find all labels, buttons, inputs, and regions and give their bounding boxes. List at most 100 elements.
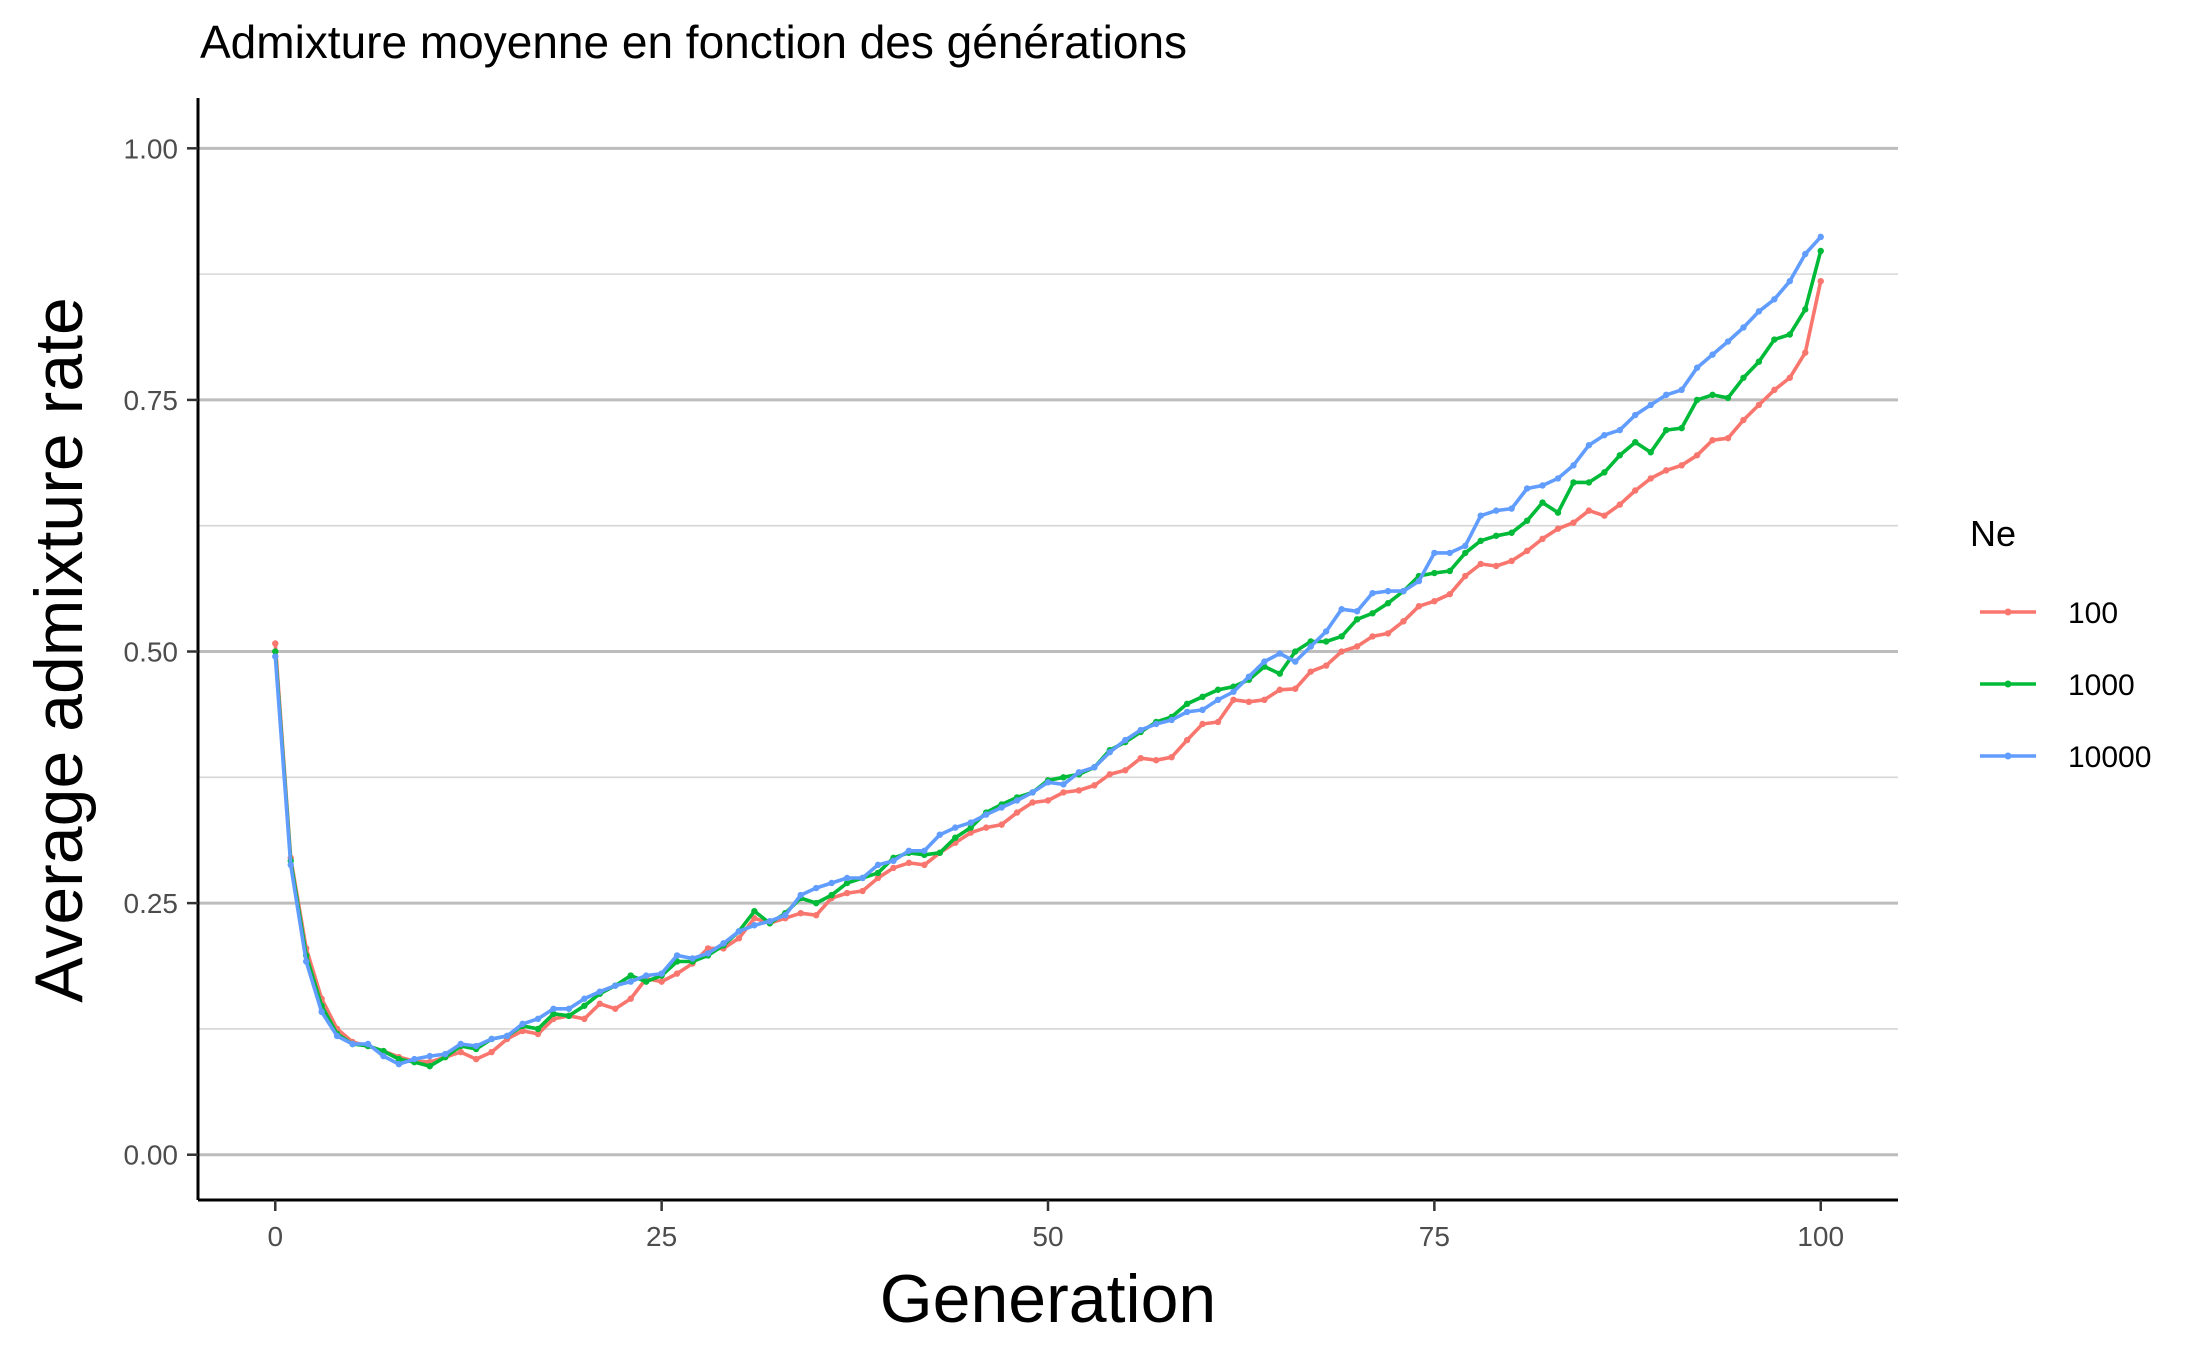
data-point	[1137, 726, 1144, 734]
data-point	[581, 1002, 588, 1009]
data-point	[704, 945, 712, 952]
data-point	[1245, 698, 1253, 706]
data-point	[1539, 499, 1546, 506]
data-point	[1322, 628, 1330, 635]
y-axis-title: Average admixture rate	[21, 297, 97, 1003]
data-point	[1709, 391, 1716, 399]
data-point	[1276, 686, 1284, 693]
data-point	[1122, 767, 1129, 774]
series-10000	[272, 233, 1824, 1068]
data-point	[457, 1040, 464, 1048]
data-point	[318, 1008, 325, 1016]
data-point	[1075, 787, 1083, 794]
data-point	[395, 1060, 403, 1068]
data-point	[1307, 668, 1314, 675]
data-point	[1029, 799, 1036, 806]
data-point	[380, 1052, 387, 1060]
data-point	[1199, 693, 1206, 701]
x-axis-ticks: 0 25 50 75 100	[267, 1200, 1844, 1252]
data-point	[1492, 507, 1500, 514]
data-point	[1662, 426, 1670, 434]
data-point	[1214, 686, 1222, 693]
data-point	[1230, 688, 1237, 695]
data-point	[287, 861, 294, 869]
data-point	[642, 978, 650, 985]
data-point	[642, 972, 650, 979]
data-point	[612, 1005, 619, 1012]
y-tick-label: 0.25	[124, 888, 179, 919]
data-point	[1199, 720, 1206, 728]
data-point	[534, 1030, 542, 1038]
data-point	[1338, 606, 1345, 613]
data-point	[1075, 769, 1083, 776]
data-point	[1353, 643, 1361, 650]
data-point	[1060, 789, 1067, 796]
data-point	[998, 821, 1005, 828]
data-point	[735, 935, 743, 942]
data-point	[812, 911, 820, 919]
data-point	[612, 982, 619, 989]
data-point	[1740, 374, 1747, 381]
data-point	[1477, 537, 1484, 545]
data-point	[1740, 324, 1747, 331]
x-axis-title: Generation	[880, 1261, 1216, 1337]
data-point	[1817, 247, 1824, 255]
data-point	[1771, 336, 1778, 343]
data-point	[1601, 431, 1608, 439]
legend-item-100: 100	[1980, 597, 2118, 630]
data-point	[1802, 349, 1809, 356]
data-point	[1214, 718, 1222, 726]
data-point	[442, 1050, 449, 1058]
data-point	[1554, 475, 1562, 482]
series-1000	[272, 247, 1824, 1070]
data-point	[1183, 736, 1191, 744]
data-point	[1261, 658, 1268, 665]
data-point	[1322, 662, 1330, 669]
data-point	[1400, 587, 1407, 595]
data-point	[1462, 572, 1469, 580]
legend: Ne 100 1000 10000	[1970, 513, 2151, 774]
data-point	[1786, 277, 1794, 285]
data-point	[1724, 338, 1732, 345]
data-point	[1462, 549, 1469, 557]
data-point	[1755, 358, 1763, 365]
data-point	[967, 819, 974, 826]
y-tick-label: 0.75	[124, 385, 179, 416]
series-line-1000	[273, 249, 1823, 1068]
data-point	[1724, 434, 1732, 442]
data-point	[503, 1032, 511, 1040]
data-point	[1415, 603, 1423, 610]
data-point	[1539, 535, 1546, 542]
data-point	[797, 909, 804, 917]
data-point	[1585, 507, 1593, 514]
data-point	[1106, 748, 1114, 756]
data-point	[1292, 685, 1299, 692]
x-tick-label: 25	[646, 1221, 677, 1252]
data-point	[921, 861, 928, 869]
data-point	[1261, 696, 1268, 704]
data-point	[1693, 452, 1701, 459]
data-point	[1570, 462, 1577, 469]
data-point	[1060, 781, 1067, 788]
data-point	[272, 653, 279, 660]
data-point	[1601, 469, 1608, 476]
data-point	[1709, 351, 1716, 358]
data-point	[488, 1048, 495, 1056]
data-point	[550, 1005, 557, 1012]
data-point	[843, 874, 851, 882]
legend-label: 1000	[2068, 669, 2135, 702]
data-point	[349, 1040, 356, 1048]
data-point	[1678, 462, 1685, 469]
data-point	[1446, 549, 1454, 557]
data-point	[1709, 436, 1716, 444]
data-point	[1400, 618, 1407, 625]
data-point	[890, 857, 897, 865]
data-point	[1384, 600, 1392, 607]
data-point	[272, 640, 279, 647]
data-point	[411, 1055, 418, 1063]
major-gridlines	[198, 146, 1898, 1157]
data-point	[1292, 658, 1299, 665]
data-point	[472, 1055, 480, 1063]
data-point	[1523, 517, 1531, 524]
data-point	[1601, 512, 1608, 519]
